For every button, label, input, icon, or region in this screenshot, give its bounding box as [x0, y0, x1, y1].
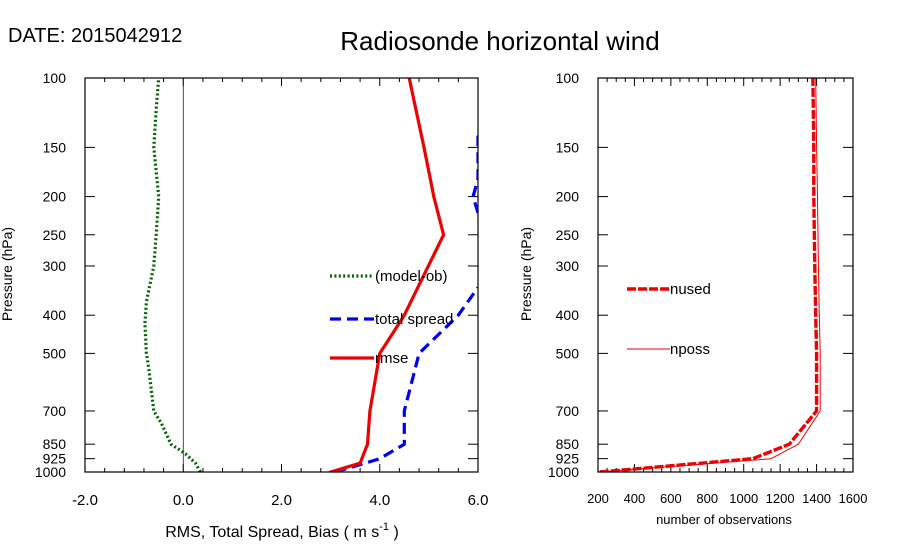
p-0-ytick-label: 200: [43, 189, 67, 205]
legend-label-rmse: rmse: [375, 350, 408, 367]
p-1-xtick-label: 1400: [802, 491, 831, 506]
p-0-xtick-label: 6.0: [468, 492, 489, 509]
p-1-frame: [597, 77, 854, 473]
left-xlabel-tail: ): [389, 524, 399, 541]
legend-label-model-ob: (model-ob): [375, 268, 448, 285]
p-1-xtick-label: 400: [624, 491, 646, 506]
p-0-ytick-label: 500: [43, 345, 67, 361]
p-1-ytick-label: 150: [556, 139, 580, 155]
p-0-ytick-label: 925: [43, 451, 67, 467]
p-1-series-group: [599, 78, 821, 472]
series-line-nposs: [599, 78, 821, 472]
p-1-ytick-label: 400: [556, 307, 580, 323]
p-1-xtick-label: 200: [587, 491, 609, 506]
legend-label-nused: nused: [670, 281, 711, 298]
series-line-nused: [599, 78, 819, 472]
p-0-ytick-label: 850: [43, 436, 67, 452]
right-xlabel: number of observations: [656, 512, 792, 527]
p-1-ytick-label: 100: [556, 70, 580, 86]
p-0-series-group: [143, 78, 478, 472]
p-1-ytick-label: 250: [556, 227, 580, 243]
p-0-ytick-label: 300: [43, 258, 67, 274]
p-1-ytick-label: 850: [556, 436, 580, 452]
p-0-xtick-label: 4.0: [369, 492, 390, 509]
p-1-ytick-label: 925: [556, 451, 580, 467]
p-0-xtick-label: -2.0: [72, 492, 98, 509]
p-0-xtick-label: 0.0: [173, 492, 194, 509]
left-xlabel-main: RMS, Total Spread, Bias ( m s: [165, 524, 379, 541]
left-ylabel: Pressure (hPa): [0, 227, 15, 321]
series-line-rmse: [329, 78, 446, 472]
p-1-ytick-label: 200: [556, 189, 580, 205]
p-1-xtick-label: 1600: [839, 491, 868, 506]
legend-label-nposs: nposs: [670, 341, 710, 358]
date-text: DATE: 2015042912: [8, 25, 182, 47]
p-1-xtick-label: 800: [696, 491, 718, 506]
p-0-ytick-label: 150: [43, 139, 67, 155]
series-line-total-spread: [335, 286, 478, 472]
left-xlabel: RMS, Total Spread, Bias ( m s-1 ): [165, 521, 399, 541]
p-0-frame: [84, 77, 479, 473]
p-0-ytick-label: 700: [43, 403, 67, 419]
p-1-ytick-label: 1000: [548, 464, 579, 480]
p-0-ytick-label: 100: [43, 70, 67, 86]
p-1-xtick-label: 600: [660, 491, 682, 506]
p-0-xtick-label: 2.0: [271, 492, 292, 509]
p-1-xtick-label: 1000: [729, 491, 758, 506]
series-line-model-ob: [143, 78, 202, 472]
p-0-ytick-label: 1000: [35, 464, 66, 480]
figure-title: Radiosonde horizontal wind: [340, 26, 659, 56]
left-xlabel-sup: -1: [379, 521, 389, 533]
p-1-ytick-label: 300: [556, 258, 580, 274]
legend-label-total-spread: total spread: [375, 311, 453, 328]
p-1-xtick-label: 1200: [766, 491, 795, 506]
right-ylabel: Pressure (hPa): [518, 227, 534, 321]
p-1-ytick-label: 500: [556, 345, 580, 361]
p-0-ytick-label: 400: [43, 307, 67, 323]
p-0-ytick-label: 250: [43, 227, 67, 243]
p-1-ytick-label: 700: [556, 403, 580, 419]
series-line-total-spread-upper: [471, 135, 478, 214]
